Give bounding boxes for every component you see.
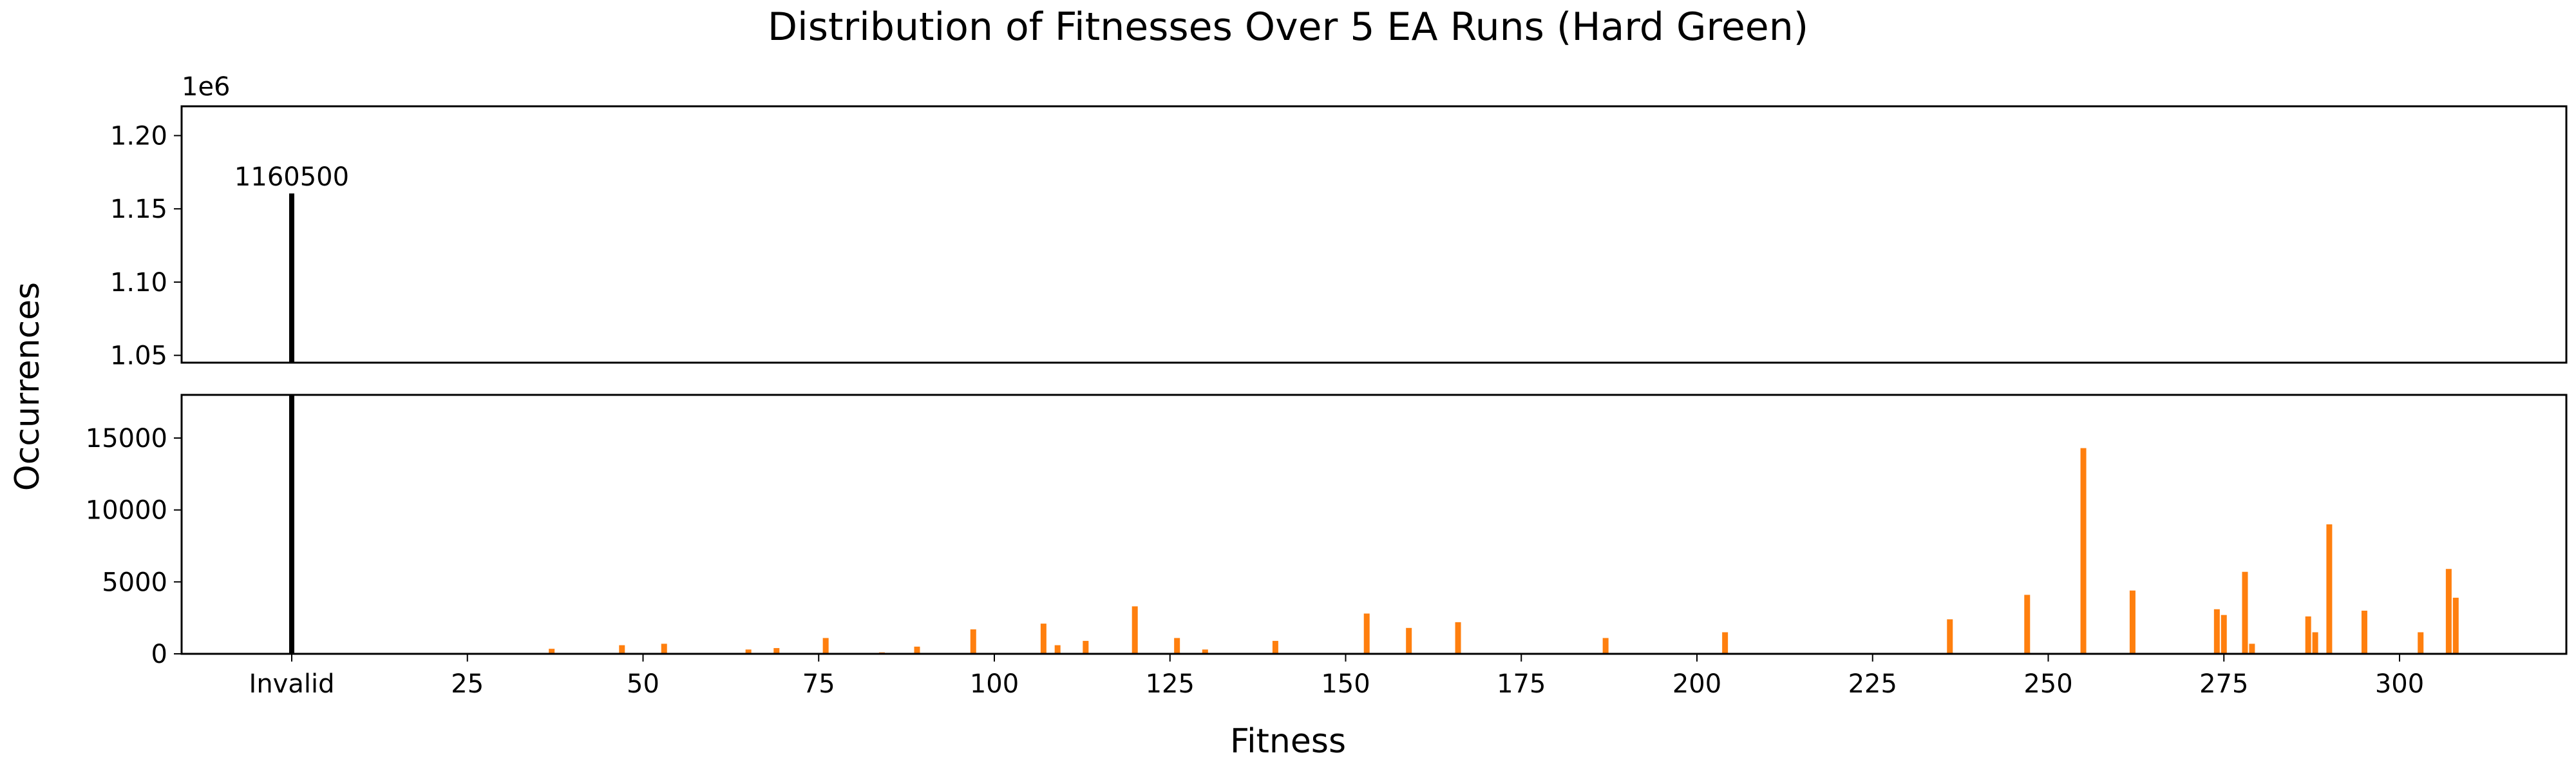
invalid-bar-lower [289, 395, 294, 654]
fitness-bar [2305, 616, 2311, 654]
fitness-bar [1202, 649, 1208, 654]
fitness-bar [2418, 632, 2424, 654]
fitness-bar [2361, 611, 2367, 654]
fitness-bar [549, 649, 555, 654]
x-tick-label: 100 [970, 669, 1019, 699]
x-tick-label: 300 [2375, 669, 2424, 699]
fitness-bar [2242, 571, 2248, 654]
x-tick-label: 200 [1672, 669, 1721, 699]
fitness-bar [1947, 619, 1953, 654]
invalid-bar-upper [289, 193, 294, 363]
lower-y-tick-label: 5000 [102, 568, 167, 597]
lower-plot-frame [180, 394, 2568, 655]
x-tick-label: 150 [1321, 669, 1370, 699]
fitness-bar [970, 629, 976, 654]
x-tick-label: 175 [1497, 669, 1546, 699]
fitness-bar [1083, 640, 1089, 654]
invalid-annotation: 1160500 [234, 162, 349, 192]
fitness-bar [2129, 590, 2136, 654]
fitness-bar [1054, 645, 1061, 654]
y-offset-label: 1e6 [182, 72, 231, 102]
x-tick-label: 75 [802, 669, 835, 699]
x-tick-label: 50 [627, 669, 659, 699]
fitness-bar [2221, 615, 2227, 654]
upper-y-tick-label: 1.20 [110, 121, 167, 151]
fitness-bar [1363, 613, 1370, 654]
x-tick-label: 25 [451, 669, 484, 699]
x-tick-label: 225 [1848, 669, 1897, 699]
fitness-bar [1040, 624, 1046, 654]
fitness-bar [2326, 524, 2333, 654]
fitness-bar [2452, 597, 2459, 654]
fitness-bar [745, 649, 752, 654]
fitness-bar [1174, 638, 1180, 654]
chart-title: Distribution of Fitnesses Over 5 EA Runs… [768, 5, 1808, 50]
x-tick-label: 250 [2023, 669, 2072, 699]
x-tick-label: Invalid [249, 669, 335, 699]
fitness-bar [773, 648, 780, 654]
fitness-bar [2249, 644, 2255, 654]
x-tick-label: 275 [2199, 669, 2248, 699]
fitness-bar [2080, 448, 2087, 654]
fitness-bar [619, 645, 625, 654]
fitness-bar [2312, 632, 2318, 654]
upper-y-tick-label: 1.05 [110, 341, 167, 371]
lower-y-tick-label: 0 [151, 640, 167, 669]
lower-y-tick-label: 10000 [86, 496, 167, 526]
fitness-bar [822, 638, 829, 654]
fitness-bar [914, 646, 920, 654]
lower-panel: 0 5000 10000 15000 Invalid 25 50 75 100 125 150 175… [86, 394, 2568, 699]
fitness-bar [661, 644, 667, 654]
fitness-bar [1132, 606, 1138, 654]
fitness-bar [2445, 569, 2452, 654]
upper-y-tick-label: 1.10 [110, 268, 167, 298]
fitness-bar [1722, 632, 1728, 654]
fitness-bar [2213, 609, 2220, 654]
fitness-bar [1455, 622, 1461, 654]
upper-plot-frame [180, 105, 2568, 364]
x-axis-label: Fitness [1230, 722, 1346, 761]
lower-y-tick-label: 15000 [86, 424, 167, 453]
upper-y-tick-label: 1.15 [110, 195, 167, 224]
x-tick-label: 125 [1146, 669, 1195, 699]
fitness-bar [1272, 640, 1278, 654]
fitness-bar [2024, 595, 2031, 654]
fitness-bar [1602, 638, 1609, 654]
fitness-bar [1406, 627, 1412, 654]
upper-panel: 1.05 1.10 1.15 1.20 [110, 105, 2568, 371]
y-axis-label: Occurrences [8, 282, 47, 491]
